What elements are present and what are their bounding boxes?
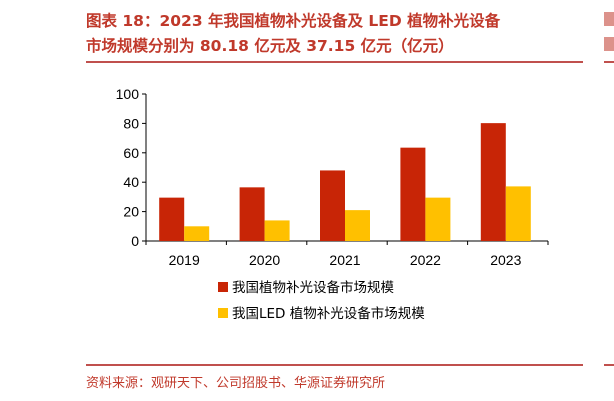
bar-led-market-2022 <box>425 197 451 241</box>
cropped-neighbor-divider-top <box>604 61 614 63</box>
cropped-neighbor-title-glyph-2 <box>604 37 614 51</box>
legend-label: 我国植物补光设备市场规模 <box>232 279 394 296</box>
source-divider <box>86 364 583 366</box>
legend-label: 我国LED 植物补光设备市场规模 <box>232 305 425 322</box>
bar-total-market-2020 <box>239 187 265 241</box>
bar-led-market-2020 <box>264 220 290 241</box>
bar-led-market-2021 <box>345 210 370 241</box>
bar-led-market-2023 <box>505 186 531 241</box>
bar-total-market-2023 <box>480 123 506 241</box>
y-tick-label: 60 <box>123 145 139 161</box>
legend-swatch <box>218 308 228 318</box>
cropped-neighbor-divider-bottom <box>604 364 614 366</box>
x-tick-label: 2019 <box>169 252 200 268</box>
bar-total-market-2022 <box>400 147 426 241</box>
x-tick-label: 2021 <box>329 252 360 268</box>
x-tick-label: 2020 <box>249 252 280 268</box>
cropped-neighbor-title-glyph <box>604 12 614 26</box>
bar-total-market-2021 <box>320 170 345 241</box>
y-tick-label: 100 <box>116 86 140 102</box>
x-tick-label: 2022 <box>410 252 441 268</box>
source-note: 资料来源：观研天下、公司招股书、华源证券研究所 <box>86 376 386 391</box>
figure-title: 图表 18：2023 年我国植物补光设备及 LED 植物补光设备 市场规模分别为… <box>86 9 596 59</box>
x-tick-label: 2023 <box>490 252 521 268</box>
y-tick-label: 0 <box>131 233 139 249</box>
title-divider <box>86 61 583 63</box>
y-tick-label: 80 <box>123 115 139 131</box>
y-tick-label: 20 <box>123 204 139 220</box>
figure-title-line-2: 市场规模分别为 80.18 亿元及 37.15 亿元（亿元） <box>86 37 454 55</box>
bar-total-market-2019 <box>159 197 185 241</box>
figure-title-line-1: 图表 18：2023 年我国植物补光设备及 LED 植物补光设备 <box>86 12 501 30</box>
legend-swatch <box>218 282 228 292</box>
bar-led-market-2019 <box>184 226 210 241</box>
y-tick-label: 40 <box>123 174 139 190</box>
